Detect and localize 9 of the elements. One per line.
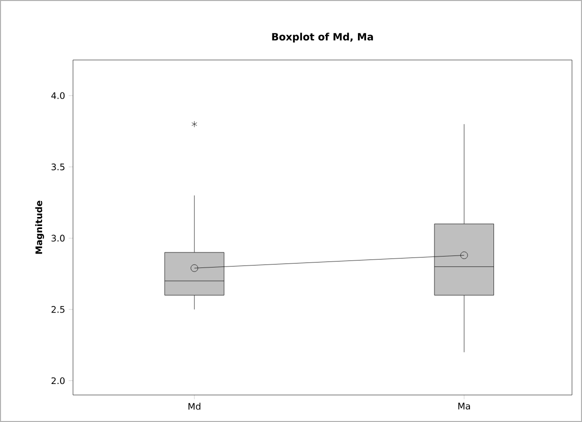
chart-title: Boxplot of Md, Ma — [272, 32, 373, 42]
x-tick-label: Md — [188, 402, 200, 410]
x-tick-label: Ma — [458, 402, 470, 410]
y-tick-label: 2.0 — [52, 377, 65, 384]
y-tick-label: 4.0 — [51, 92, 65, 100]
y-tick-label: 2.5 — [52, 306, 64, 313]
y-tick-label: 3.5 — [52, 164, 64, 170]
y-axis-title: Magnitude — [35, 200, 44, 254]
y-tick-label: 3.0 — [52, 234, 65, 242]
